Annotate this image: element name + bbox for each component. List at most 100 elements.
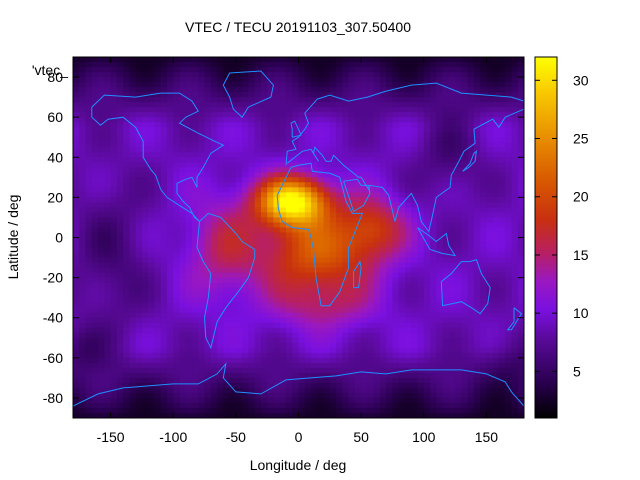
heatmap-cell [91,377,99,384]
heatmap-cell [480,232,488,239]
heatmap-cell [166,137,174,143]
heatmap-cell [229,232,237,239]
heatmap-cell [129,362,137,369]
heatmap-cell [148,297,156,304]
heatmap-cell [467,327,475,334]
heatmap-cell [204,252,212,259]
heatmap-cell [505,202,513,209]
heatmap-cell [480,202,488,209]
heatmap-cell [411,92,419,98]
heatmap-cell [505,387,513,394]
heatmap-cell [273,332,281,339]
heatmap-cell [430,297,437,304]
heatmap-cell [204,207,212,214]
heatmap-cell [141,282,149,289]
heatmap-cell [342,217,350,224]
heatmap-cell [323,117,331,123]
heatmap-cell [79,132,87,138]
heatmap-cell [110,122,118,128]
heatmap-cell [480,367,488,374]
heatmap-cell [223,137,231,143]
heatmap-cell [473,262,481,269]
heatmap-cell [473,87,481,93]
heatmap-cell [123,202,130,209]
heatmap-cell [467,282,475,289]
heatmap-cell [361,197,368,203]
heatmap-cell [73,282,80,289]
heatmap-cell [367,232,375,239]
heatmap-cell [267,222,275,229]
heatmap-cell [292,192,300,198]
heatmap-cell [110,377,118,384]
heatmap-cell [154,277,162,284]
heatmap-cell [492,367,500,374]
heatmap-cell [185,87,193,93]
heatmap-cell [79,122,87,128]
heatmap-cell [192,352,199,359]
heatmap-cell [398,302,406,309]
heatmap-cell [98,267,105,274]
heatmap-cell [273,317,281,324]
heatmap-cell [498,57,506,63]
heatmap-cell [348,112,356,118]
heatmap-cell [217,302,224,309]
heatmap-cell [304,97,312,103]
heatmap-cell [436,272,444,279]
heatmap-cell [160,97,168,103]
heatmap-cell [179,377,187,384]
heatmap-cell [517,317,524,324]
heatmap-cell [448,192,456,198]
heatmap-cell [336,137,343,143]
heatmap-cell [379,227,387,234]
heatmap-cell [461,382,469,389]
heatmap-cell [204,327,212,334]
heatmap-cell [442,197,450,203]
heatmap-cell [436,277,444,284]
heatmap-cell [160,107,168,113]
heatmap-cell [436,57,444,63]
heatmap-cell [148,177,156,183]
heatmap-cell [461,227,469,234]
heatmap-cell [141,217,149,224]
heatmap-cell [304,82,312,88]
heatmap-cell [123,217,130,224]
heatmap-cell [185,262,193,269]
heatmap-cell [141,272,149,279]
heatmap-cell [386,342,394,349]
heatmap-cell [436,357,444,364]
heatmap-cell [179,162,187,168]
heatmap-cell [185,252,193,259]
heatmap-cell [304,117,312,123]
heatmap-cell [336,207,343,214]
heatmap-cell [160,162,168,168]
heatmap-cell [386,387,394,394]
heatmap-cell [386,227,394,234]
heatmap-cell [79,117,87,123]
heatmap-cell [379,322,387,329]
heatmap-cell [455,257,462,264]
heatmap-cell [273,162,281,168]
heatmap-cell [467,357,475,364]
heatmap-cell [461,157,469,163]
heatmap-cell [411,127,419,133]
heatmap-cell [473,307,481,314]
heatmap-cell [455,342,462,349]
heatmap-cell [148,337,156,344]
heatmap-cell [367,237,375,244]
heatmap-cell [361,152,368,158]
heatmap-cell [361,282,368,289]
heatmap-cell [455,87,462,93]
heatmap-cell [492,157,500,163]
heatmap-cell [448,132,456,138]
heatmap-cell [260,227,268,234]
heatmap-cell [417,307,425,314]
heatmap-cell [323,247,331,254]
heatmap-cell [298,392,306,399]
heatmap-cell [98,312,105,319]
heatmap-cell [217,282,224,289]
heatmap-cell [135,192,143,198]
heatmap-cell [354,77,362,83]
heatmap-cell [430,357,437,364]
heatmap-cell [235,372,243,379]
heatmap-cell [348,292,356,299]
